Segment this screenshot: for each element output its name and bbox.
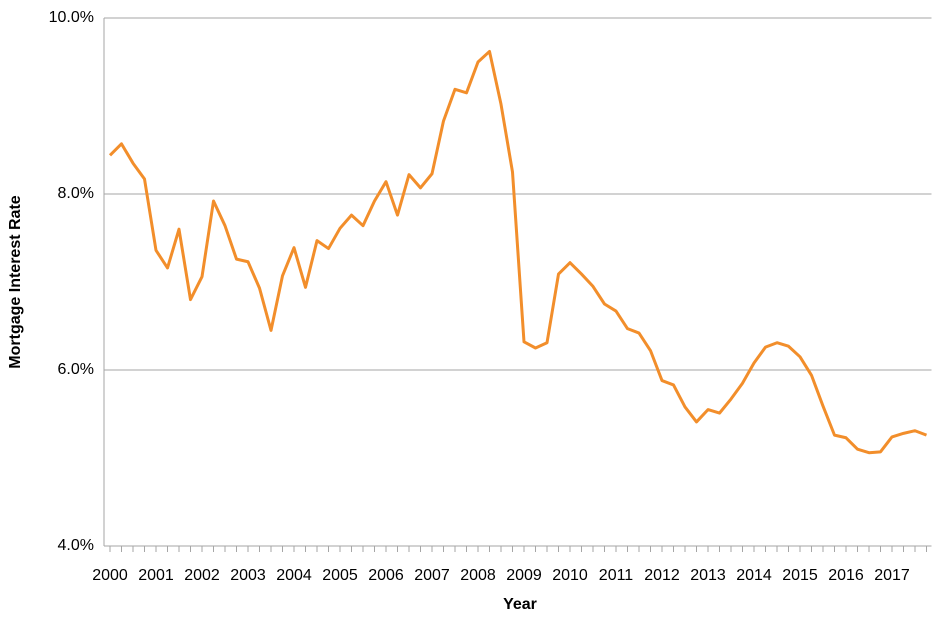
x-tick-label: 2016 [828,567,864,584]
y-tick-label: 6.0% [58,361,94,378]
x-tick-label: 2015 [782,567,818,584]
x-axis-title: Year [503,596,537,613]
y-tick-label: 8.0% [58,185,94,202]
line [108,49,928,455]
x-tick-label: 2002 [184,567,220,584]
x-tick-label: 2009 [506,567,542,584]
x-tick-label: 2003 [230,567,266,584]
y-axis-title: Mortgage Interest Rate [7,195,24,368]
y-tick-label: 4.0% [58,537,94,554]
x-tick-label: 2006 [368,567,404,584]
x-tick-label: 2010 [552,567,588,584]
x-tick-label: 2013 [690,567,726,584]
x-tick-label: 2004 [276,567,312,584]
x-tick-label: 2014 [736,567,772,584]
x-tick-label: 2012 [644,567,680,584]
x-tick-label: 2007 [414,567,450,584]
x-tick-label: 2005 [322,567,358,584]
x-tick-label: 2008 [460,567,496,584]
x-tick-label: 2001 [138,567,174,584]
x-tick-label: 2017 [874,567,910,584]
y-tick-label: 10.0% [49,9,94,26]
x-tick-label: 2011 [599,567,634,584]
x-tick-label: 2000 [92,567,128,584]
